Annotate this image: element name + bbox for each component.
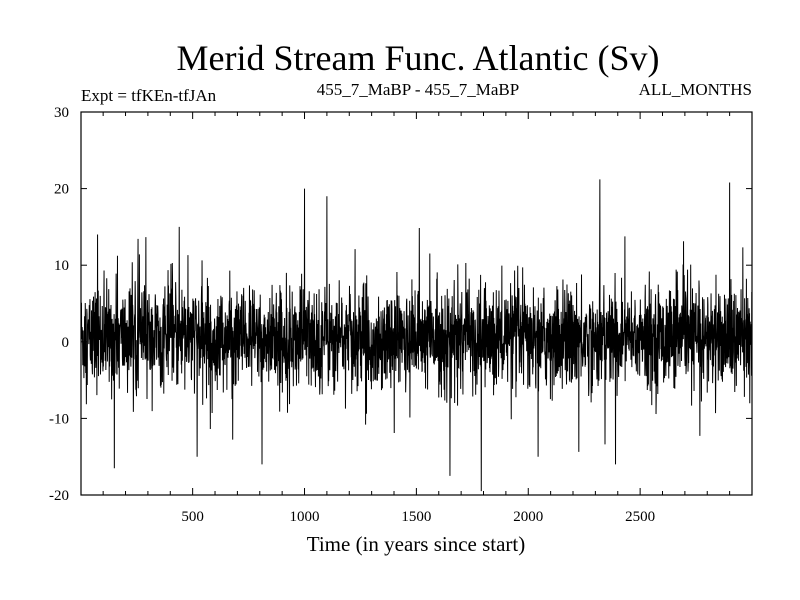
y-tick-label: 20 xyxy=(54,182,69,198)
y-tick-label: 10 xyxy=(54,258,69,274)
x-tick-label: 1000 xyxy=(290,509,320,525)
x-tick-label: 2500 xyxy=(625,509,655,525)
plot-frame xyxy=(80,111,753,496)
y-tick-label: 0 xyxy=(62,335,70,351)
experiment-label: Expt = tfKEn-tfJAn xyxy=(81,86,217,105)
series-group xyxy=(80,179,753,492)
x-axis-label: Time (in years since start) xyxy=(307,532,526,556)
x-tick-label: 500 xyxy=(181,509,204,525)
months-label: ALL_MONTHS xyxy=(639,80,752,99)
chart-title: Merid Stream Func. Atlantic (Sv) xyxy=(177,38,660,78)
series-line xyxy=(80,179,753,492)
y-axis: -20 -10 0 10 20 30 xyxy=(49,105,752,504)
x-tick-label: 2000 xyxy=(513,509,543,525)
x-axis: 500 1000 1500 2000 2500 xyxy=(102,112,731,525)
x-tick-label: 1500 xyxy=(401,509,431,525)
y-tick-label: 30 xyxy=(54,105,69,121)
period-label: 455_7_MaBP - 455_7_MaBP xyxy=(317,80,519,99)
y-tick-label: -20 xyxy=(49,488,69,504)
y-tick-label: -10 xyxy=(49,411,69,427)
